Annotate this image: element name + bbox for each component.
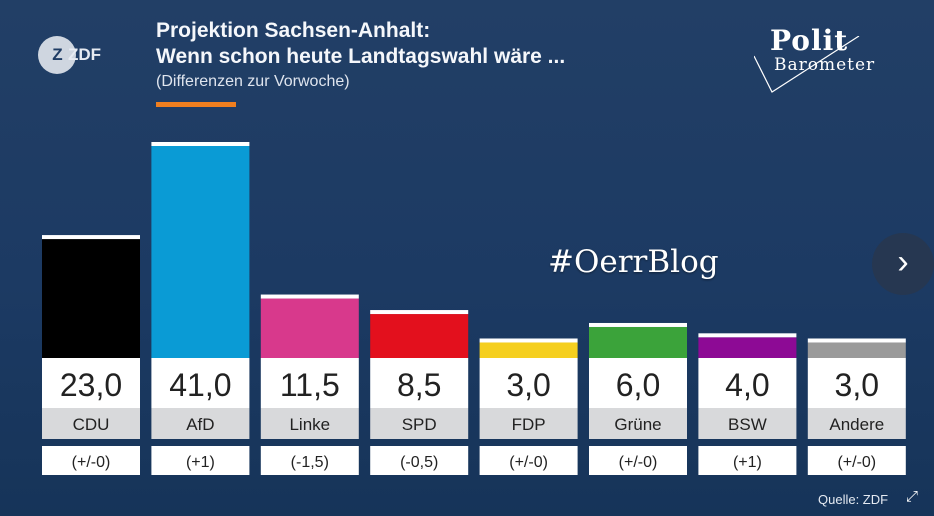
bar-cap	[807, 338, 906, 343]
value-label: 41,0	[169, 367, 231, 403]
category-box	[698, 408, 797, 439]
bar-fdp	[479, 342, 578, 358]
category-box	[260, 408, 359, 439]
title-accent-bar	[156, 102, 236, 107]
category-label: BSW	[728, 415, 767, 434]
category-label: CDU	[73, 415, 110, 434]
change-label: (-0,5)	[400, 454, 438, 471]
brand-line1: Polit	[770, 24, 849, 57]
zdf-logo-icon: Z	[38, 36, 76, 74]
bar-cdu	[42, 239, 140, 358]
change-box	[479, 446, 578, 475]
bar-cap	[260, 294, 359, 299]
change-label: (+/-0)	[509, 454, 548, 471]
bar-cap	[151, 142, 250, 146]
chart-title-block: Projektion Sachsen-Anhalt: Wenn schon he…	[156, 18, 565, 94]
bar-cap	[589, 322, 687, 327]
change-label: (-1,5)	[291, 454, 329, 471]
value-box	[807, 358, 906, 408]
bar-bsw	[698, 337, 797, 358]
value-label: 4,0	[725, 367, 769, 403]
bar-cap	[698, 333, 797, 338]
value-label: 23,0	[60, 367, 122, 403]
category-box	[589, 408, 687, 439]
category-label: Grüne	[614, 415, 661, 434]
chart-title-line2: Wenn schon heute Landtagswahl wäre ...	[156, 45, 566, 68]
change-label: (+1)	[186, 454, 215, 471]
change-box	[151, 446, 250, 475]
change-box	[42, 446, 140, 475]
source-label: Quelle: ZDF	[818, 492, 889, 507]
category-box	[370, 408, 469, 439]
bar-linke	[260, 298, 359, 358]
value-box	[260, 358, 359, 408]
change-label: (+/-0)	[619, 454, 658, 471]
change-box	[807, 446, 906, 475]
value-box	[479, 358, 578, 408]
next-slide-button[interactable]: ›	[872, 233, 934, 295]
bar-grüne	[589, 326, 687, 358]
chart-title-line1: Projektion Sachsen-Anhalt:	[156, 19, 431, 42]
value-box	[370, 358, 469, 408]
category-label: SPD	[402, 415, 437, 434]
category-box	[807, 408, 906, 439]
category-label: FDP	[512, 415, 546, 434]
zdf-logo: Z ZDF	[38, 36, 101, 74]
value-box	[42, 358, 140, 408]
politbarometer-logo: Polit Barometer	[754, 24, 876, 93]
value-label: 6,0	[616, 367, 660, 403]
change-box	[260, 446, 359, 475]
watermark: #OerrBlog	[548, 244, 719, 280]
chart-subtitle: (Differenzen zur Vorwoche)	[156, 73, 350, 90]
value-label: 11,5	[280, 367, 340, 403]
change-box	[698, 446, 797, 475]
category-label: Andere	[829, 415, 884, 434]
change-label: (+/-0)	[837, 454, 876, 471]
bar-cap	[370, 310, 469, 315]
value-label: 8,5	[397, 367, 441, 403]
change-label: (+1)	[733, 454, 762, 471]
category-label: AfD	[186, 415, 214, 434]
value-label: 3,0	[835, 367, 879, 403]
bar-cap	[42, 235, 140, 240]
brand-line2: Barometer	[774, 55, 876, 75]
zdf-logo-text: ZDF	[68, 45, 102, 64]
expand-icon[interactable]: ⤢	[906, 488, 919, 505]
change-box	[589, 446, 687, 475]
bar-afd	[151, 146, 250, 358]
bar-andere	[807, 342, 906, 358]
chevron-right-icon: ›	[897, 243, 909, 281]
bar-spd	[370, 314, 469, 358]
category-box	[42, 408, 140, 439]
value-label: 3,0	[506, 367, 550, 403]
value-box	[698, 358, 797, 408]
checkmark-icon	[754, 36, 860, 93]
value-box	[151, 358, 250, 408]
category-box	[479, 408, 578, 439]
value-box	[589, 358, 687, 408]
category-box	[151, 408, 250, 439]
bar-cap	[479, 338, 578, 343]
change-label: (+/-0)	[72, 454, 111, 471]
change-box	[370, 446, 469, 475]
category-label: Linke	[289, 415, 330, 434]
